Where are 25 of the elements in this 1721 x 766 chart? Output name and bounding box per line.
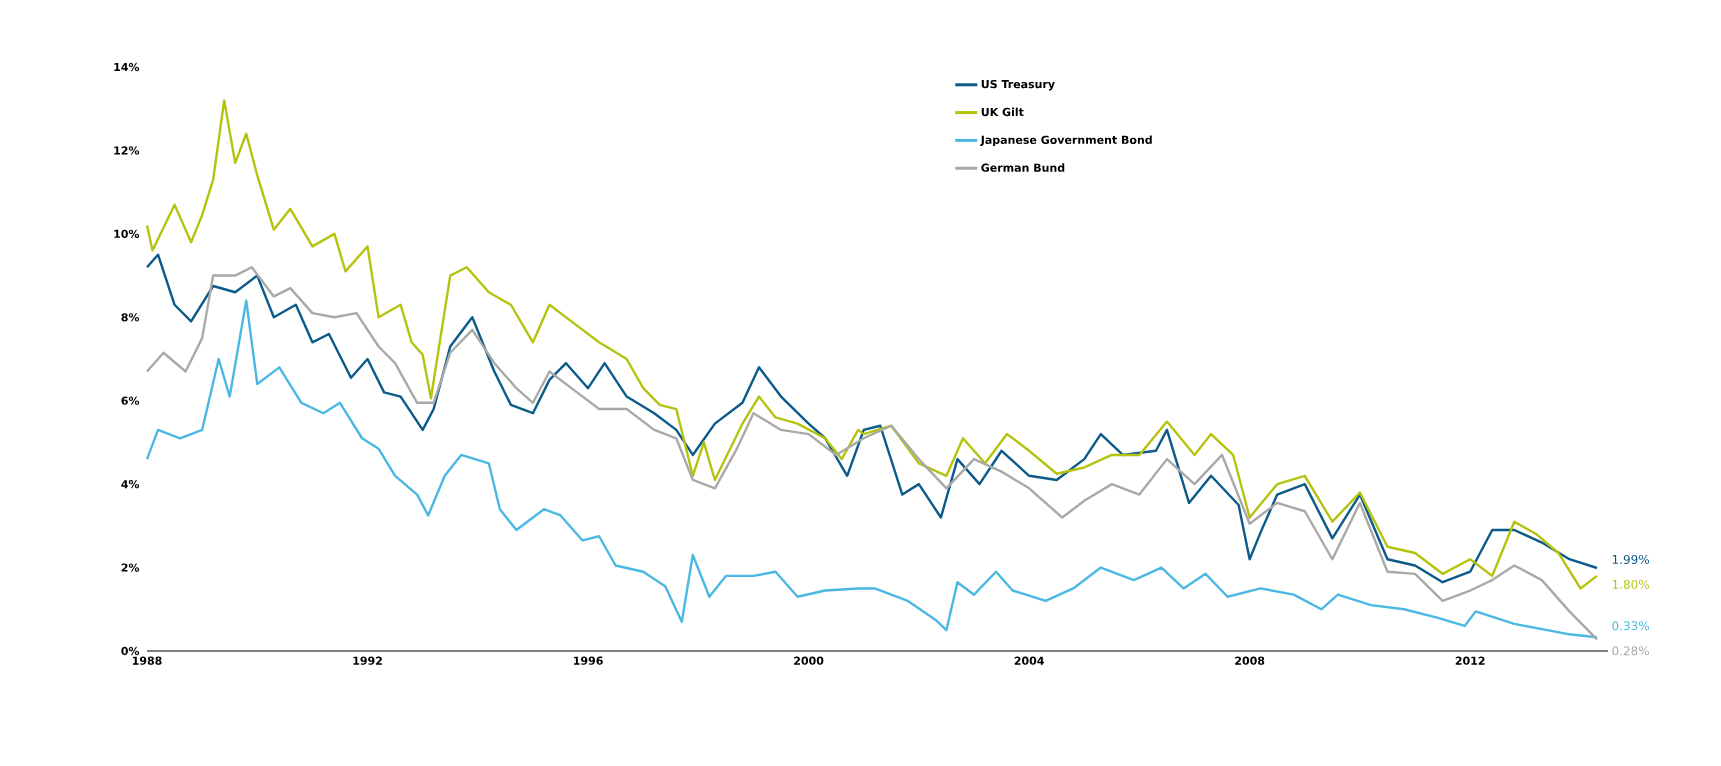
x-tick-label: 1988 — [132, 656, 162, 665]
data-label: 1.80% — [1612, 579, 1649, 590]
legend-label: German Bund — [981, 163, 1065, 172]
legend-label: US Treasury — [981, 79, 1055, 91]
line-series — [145, 99, 1599, 590]
x-tick-label: 1992 — [353, 656, 382, 665]
y-tick-label: 14% — [114, 62, 140, 72]
data-label: 1.99% — [1612, 554, 1649, 564]
x-tick-label: 2012 — [1455, 656, 1485, 665]
x-tick-label: 2008 — [1235, 656, 1265, 665]
line-series — [145, 253, 1599, 584]
legend-label: UK Gilt — [981, 107, 1024, 117]
x-tick-label: 2004 — [1014, 656, 1044, 665]
y-tick-label: 12% — [114, 146, 140, 155]
legend-label: Japanese Government Bond — [980, 135, 1152, 147]
data-label: 0.28% — [1612, 646, 1649, 656]
y-tick-label: 8% — [121, 313, 140, 322]
y-tick-label: 0% — [121, 646, 140, 656]
y-tick-label: 4% — [121, 479, 140, 489]
y-tick-label: 6% — [121, 396, 140, 405]
x-tick-label: 1996 — [573, 656, 603, 665]
y-tick-label: 2% — [121, 563, 140, 572]
data-label: 0.33% — [1612, 621, 1649, 631]
y-tick-label: 10% — [114, 229, 140, 239]
x-tick-label: 2000 — [794, 656, 824, 665]
